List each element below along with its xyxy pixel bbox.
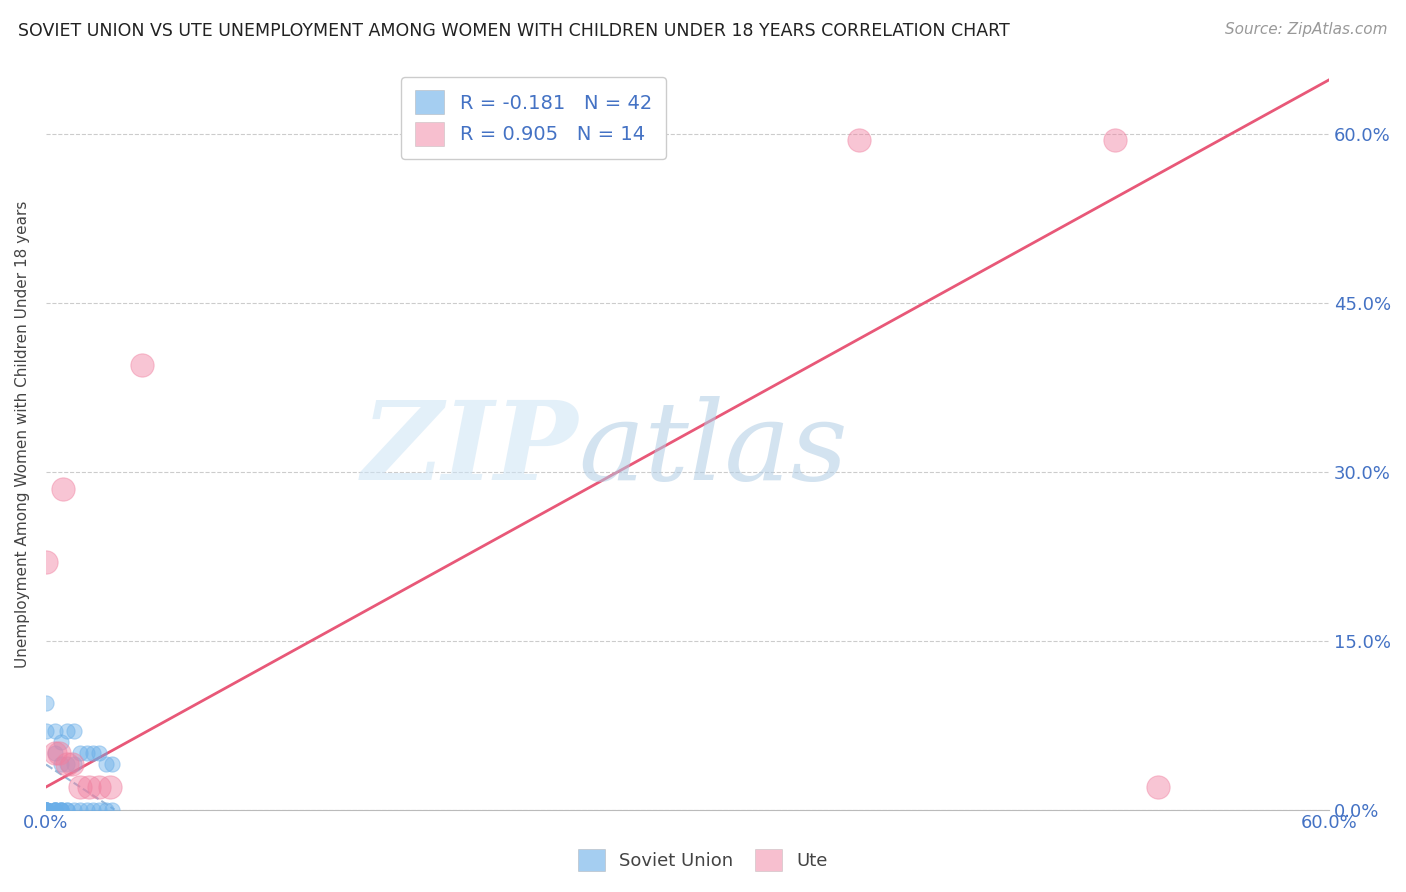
Point xyxy=(35,723,58,738)
Point xyxy=(35,803,58,817)
Legend: R = -0.181   N = 42, R = 0.905   N = 14: R = -0.181 N = 42, R = 0.905 N = 14 xyxy=(402,77,665,160)
Point xyxy=(49,803,72,817)
Point xyxy=(76,803,98,817)
Point xyxy=(76,746,98,760)
Point xyxy=(98,780,121,794)
Point xyxy=(44,746,66,760)
Point xyxy=(62,803,84,817)
Point xyxy=(49,757,72,772)
Point xyxy=(44,746,66,760)
Point xyxy=(35,803,58,817)
Point xyxy=(69,746,91,760)
Point xyxy=(69,803,91,817)
Point xyxy=(101,757,124,772)
Point xyxy=(56,757,79,772)
Point xyxy=(49,803,72,817)
Text: ZIP: ZIP xyxy=(361,396,578,503)
Point xyxy=(49,735,72,749)
Point xyxy=(60,757,83,772)
Point xyxy=(94,757,117,772)
Point xyxy=(44,803,66,817)
Point xyxy=(89,746,111,760)
Legend: Soviet Union, Ute: Soviet Union, Ute xyxy=(571,842,835,879)
Point xyxy=(94,803,117,817)
Point xyxy=(82,803,104,817)
Point xyxy=(44,803,66,817)
Point xyxy=(52,482,75,496)
Point xyxy=(35,803,58,817)
Point xyxy=(56,803,79,817)
Point xyxy=(77,780,100,794)
Point xyxy=(48,746,70,760)
Point xyxy=(44,803,66,817)
Point xyxy=(35,803,58,817)
Point xyxy=(89,803,111,817)
Text: atlas: atlas xyxy=(578,396,848,503)
Point xyxy=(35,803,58,817)
Point xyxy=(56,757,79,772)
Point xyxy=(35,803,58,817)
Point xyxy=(1104,132,1126,146)
Point xyxy=(69,780,91,794)
Point xyxy=(35,803,58,817)
Point xyxy=(101,803,124,817)
Point xyxy=(82,746,104,760)
Point xyxy=(49,803,72,817)
Point xyxy=(62,757,84,772)
Point xyxy=(35,803,58,817)
Point xyxy=(44,723,66,738)
Point xyxy=(35,555,58,569)
Point xyxy=(62,723,84,738)
Point xyxy=(44,803,66,817)
Point xyxy=(44,803,66,817)
Point xyxy=(848,132,870,146)
Point xyxy=(1147,780,1170,794)
Y-axis label: Unemployment Among Women with Children Under 18 years: Unemployment Among Women with Children U… xyxy=(15,201,30,668)
Text: SOVIET UNION VS UTE UNEMPLOYMENT AMONG WOMEN WITH CHILDREN UNDER 18 YEARS CORREL: SOVIET UNION VS UTE UNEMPLOYMENT AMONG W… xyxy=(18,22,1010,40)
Point xyxy=(89,780,111,794)
Point xyxy=(131,358,153,372)
Point xyxy=(56,723,79,738)
Text: Source: ZipAtlas.com: Source: ZipAtlas.com xyxy=(1225,22,1388,37)
Point xyxy=(35,696,58,710)
Point xyxy=(56,803,79,817)
Point xyxy=(49,803,72,817)
